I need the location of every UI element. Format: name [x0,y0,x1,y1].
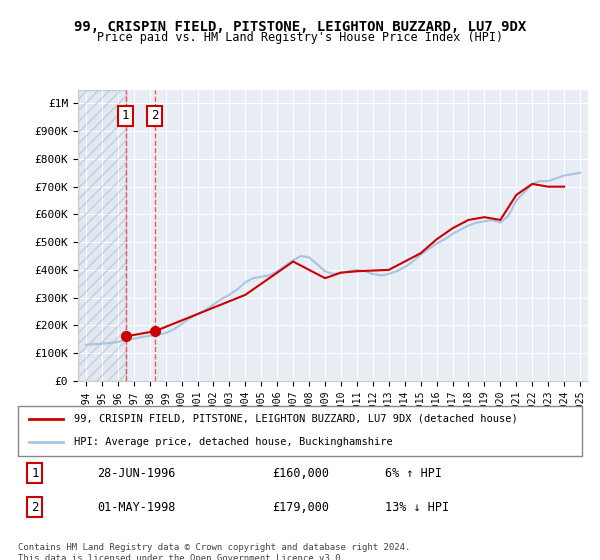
Text: 13% ↓ HPI: 13% ↓ HPI [385,501,449,514]
Text: 99, CRISPIN FIELD, PITSTONE, LEIGHTON BUZZARD, LU7 9DX (detached house): 99, CRISPIN FIELD, PITSTONE, LEIGHTON BU… [74,414,518,423]
Text: 99, CRISPIN FIELD, PITSTONE, LEIGHTON BUZZARD, LU7 9DX: 99, CRISPIN FIELD, PITSTONE, LEIGHTON BU… [74,20,526,34]
Text: 2: 2 [31,501,38,514]
Text: 1: 1 [122,109,130,122]
Text: 6% ↑ HPI: 6% ↑ HPI [385,466,442,479]
Text: 28-JUN-1996: 28-JUN-1996 [97,466,175,479]
Text: 01-MAY-1998: 01-MAY-1998 [97,501,175,514]
Text: £160,000: £160,000 [272,466,329,479]
Text: 2: 2 [151,109,159,122]
Text: HPI: Average price, detached house, Buckinghamshire: HPI: Average price, detached house, Buck… [74,437,393,447]
Text: £179,000: £179,000 [272,501,329,514]
Text: 1: 1 [31,466,38,479]
Bar [78,90,125,381]
Text: Contains HM Land Registry data © Crown copyright and database right 2024.
This d: Contains HM Land Registry data © Crown c… [18,543,410,560]
Text: Price paid vs. HM Land Registry's House Price Index (HPI): Price paid vs. HM Land Registry's House … [97,31,503,44]
Bar [78,90,125,381]
FancyBboxPatch shape [18,406,582,456]
